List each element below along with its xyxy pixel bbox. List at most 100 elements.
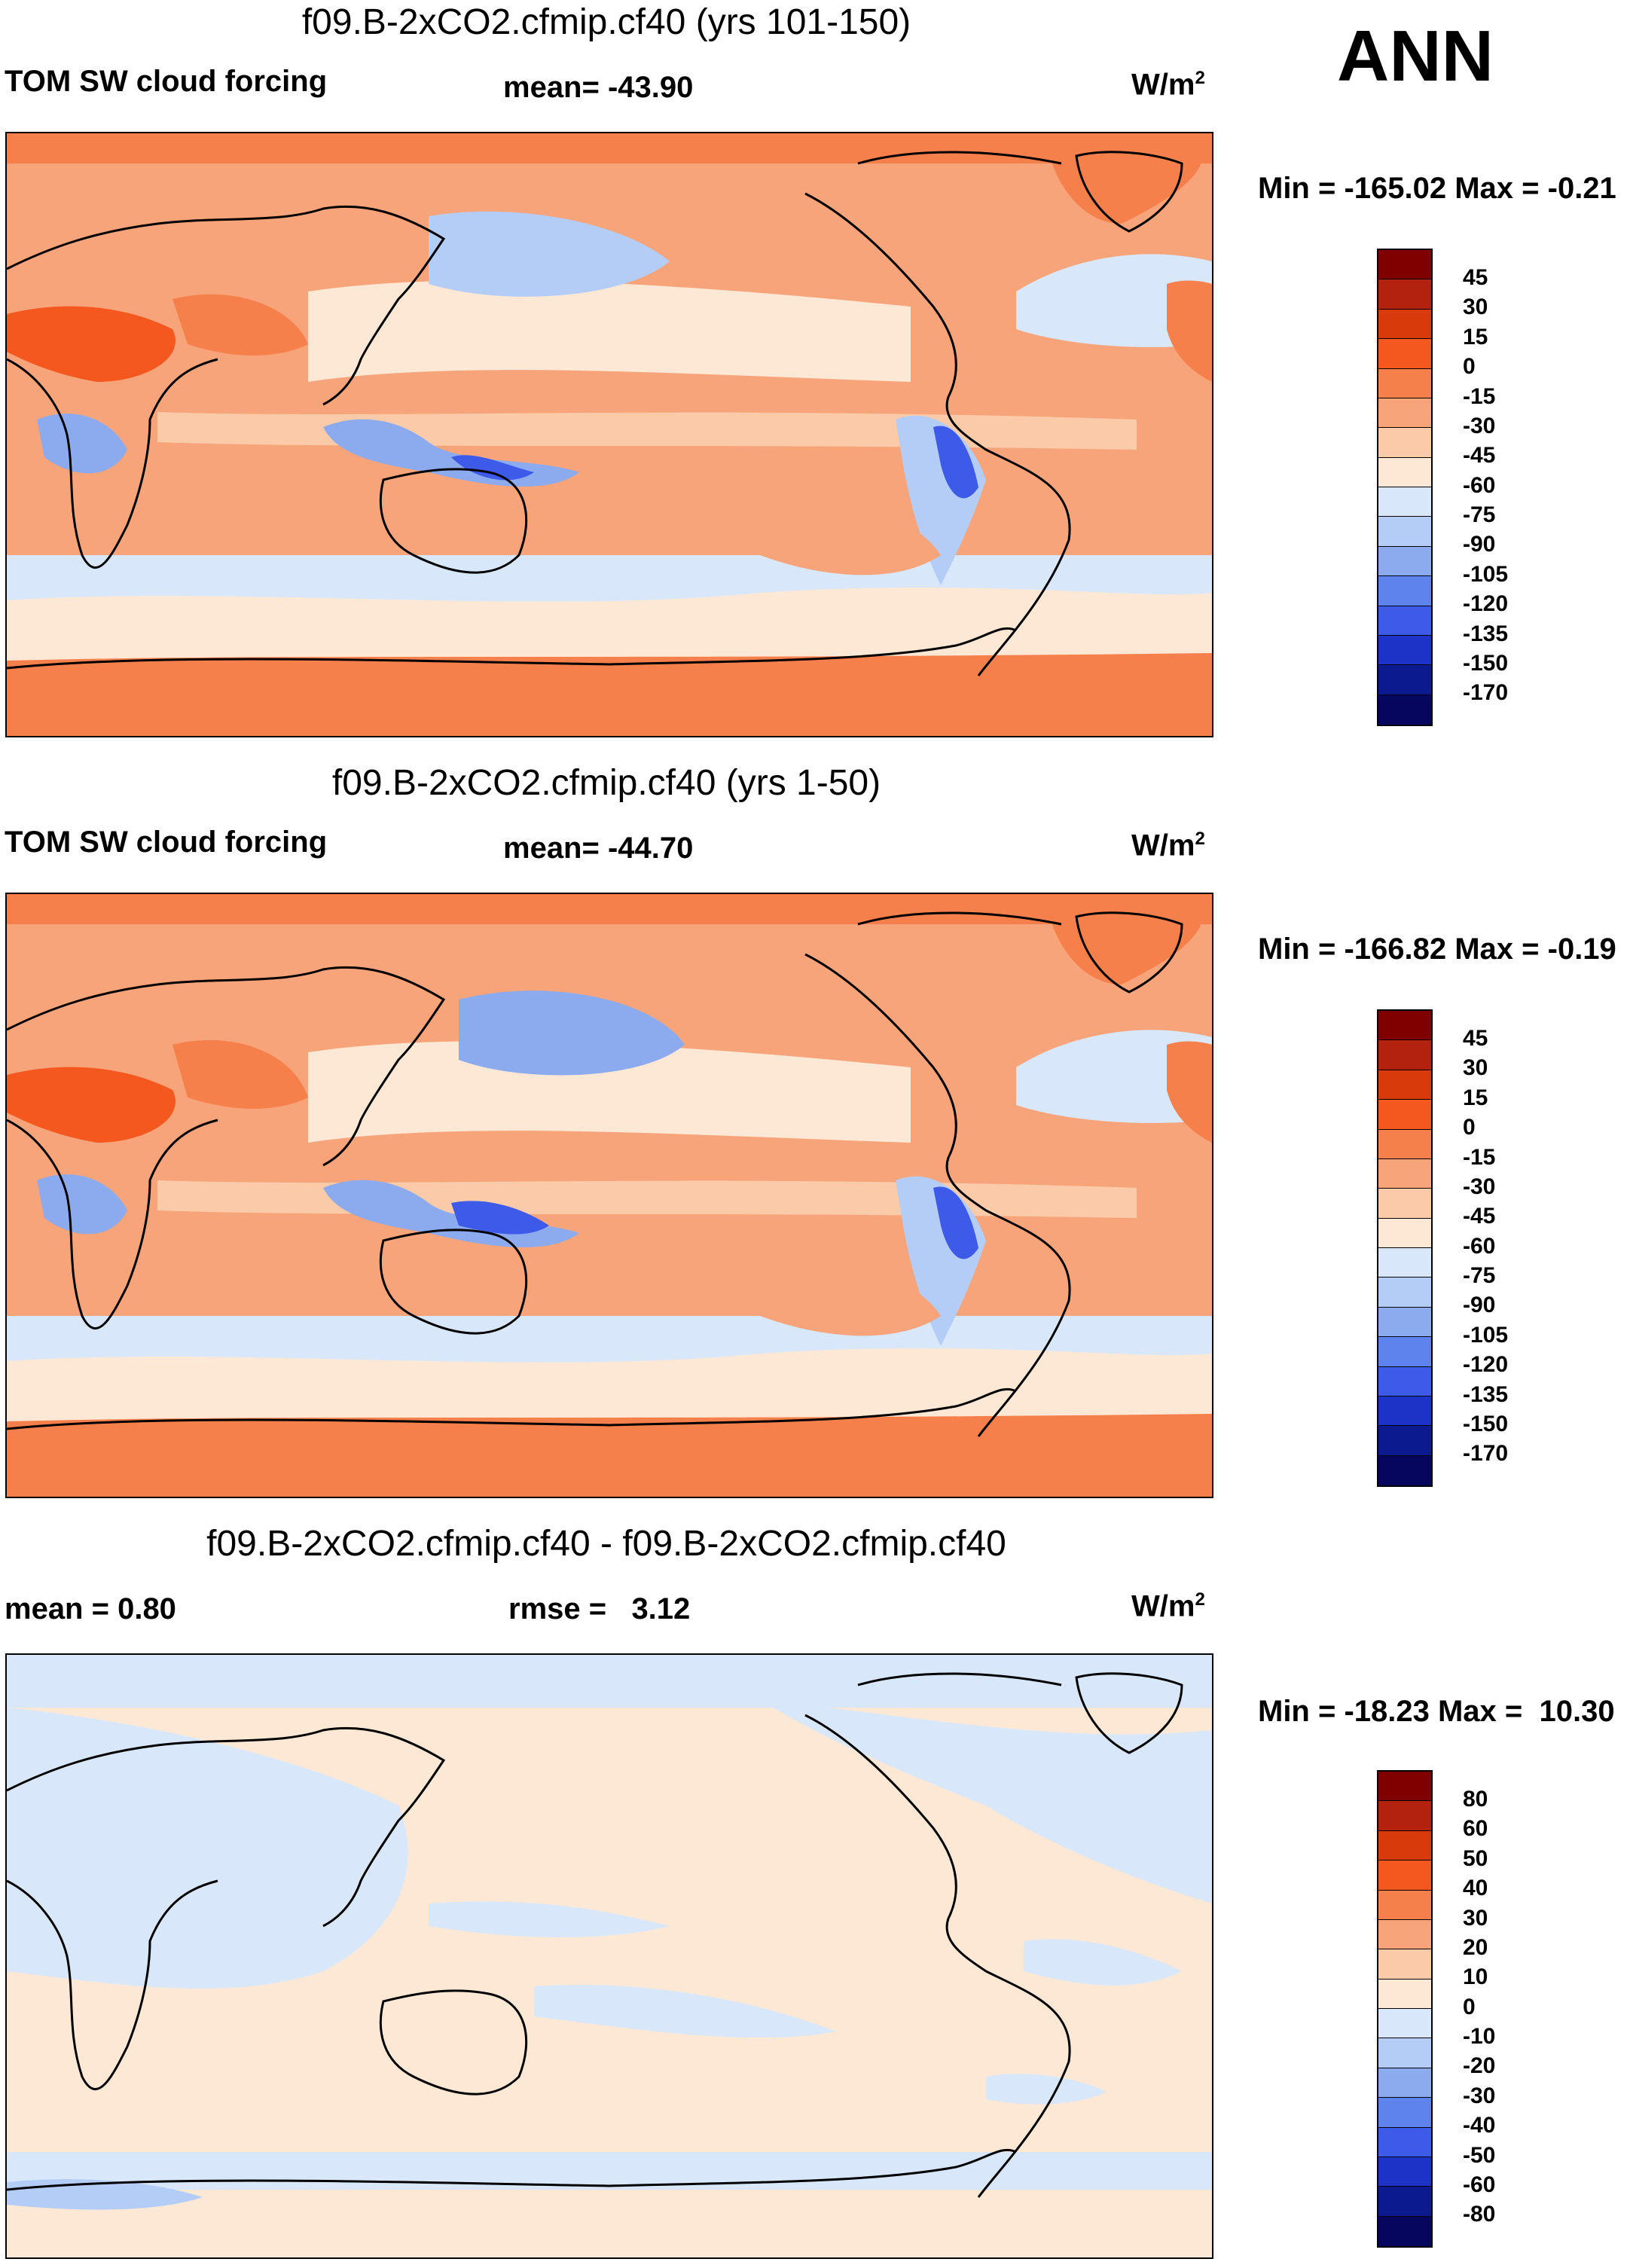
panel2-title: f09.B-2xCO2.cfmip.cf40 (yrs 1-50) bbox=[331, 763, 881, 803]
cbar3-swatch bbox=[1378, 1919, 1431, 1950]
cbar1-swatch bbox=[1378, 309, 1431, 340]
panel1-mean-text: mean= -43.90 bbox=[503, 71, 694, 104]
cbar2-swatch bbox=[1378, 1426, 1431, 1456]
cbar3-swatch bbox=[1378, 1890, 1431, 1920]
panel2-map-svg bbox=[7, 894, 1212, 1497]
panel3-title: f09.B-2xCO2.cfmip.cf40 - f09.B-2xCO2.cfm… bbox=[206, 1524, 1006, 1564]
cbar2-tick-label: -150 bbox=[1463, 1412, 1509, 1436]
cbar2-swatch bbox=[1378, 1277, 1431, 1308]
cbar1-tick-label: -75 bbox=[1463, 502, 1496, 527]
cbar3-tick-label: 10 bbox=[1463, 1964, 1488, 1989]
cbar2-swatch bbox=[1378, 1455, 1431, 1485]
cbar1-swatch bbox=[1378, 279, 1431, 310]
cbar2-swatch bbox=[1378, 1218, 1431, 1248]
cbar3-swatch bbox=[1378, 2038, 1431, 2068]
season-label: ANN bbox=[1337, 16, 1494, 96]
cbar2-tick-label: -75 bbox=[1463, 1263, 1496, 1288]
cbar2-tick-label: -135 bbox=[1463, 1382, 1509, 1407]
cbar3-swatch bbox=[1378, 1801, 1431, 1831]
cbar2-swatch bbox=[1378, 1366, 1431, 1397]
cbar2-tick-label: 0 bbox=[1463, 1115, 1476, 1140]
cbar2-tick-label: -105 bbox=[1463, 1323, 1509, 1348]
panel2-minmax: Min = -166.82 Max = -0.19 bbox=[1258, 933, 1616, 966]
cbar3-swatch bbox=[1378, 2127, 1431, 2157]
cbar3-swatch bbox=[1378, 1772, 1431, 1802]
cbar3-swatch bbox=[1378, 2187, 1431, 2217]
cbar1-swatch bbox=[1378, 694, 1431, 725]
panel2-field-label: TOM SW cloud forcing bbox=[5, 826, 328, 859]
panel1-units: W/m2 bbox=[1131, 68, 1205, 102]
cbar2-swatch bbox=[1378, 1011, 1431, 1041]
panel3-units: W/m2 bbox=[1131, 1589, 1205, 1623]
cbar1-tick-label: -15 bbox=[1463, 384, 1496, 409]
cbar1-tick-label: 0 bbox=[1463, 354, 1476, 379]
cbar2-swatch bbox=[1378, 1396, 1431, 1427]
cbar2-swatch bbox=[1378, 1189, 1431, 1219]
cbar2-tick-label: 45 bbox=[1463, 1026, 1488, 1051]
cbar1-tick-label: -170 bbox=[1463, 680, 1509, 705]
cbar2-swatch bbox=[1378, 1248, 1431, 1278]
cbar3-tick-label: 50 bbox=[1463, 1846, 1488, 1871]
panel1-map bbox=[5, 132, 1213, 737]
panel3-map bbox=[5, 1653, 1213, 2259]
cbar1-swatch bbox=[1378, 398, 1431, 429]
cbar1-tick-label: -30 bbox=[1463, 414, 1496, 438]
cbar3-tick-label: -60 bbox=[1463, 2172, 1496, 2197]
panel3-mean-text: mean = 0.80 bbox=[5, 1592, 176, 1625]
cbar3-tick-label: 80 bbox=[1463, 1787, 1488, 1812]
cbar1-swatch bbox=[1378, 517, 1431, 547]
panel2-map bbox=[5, 893, 1213, 1498]
cbar3-tick-label: -30 bbox=[1463, 2083, 1496, 2108]
cbar3-tick-label: -80 bbox=[1463, 2202, 1496, 2227]
cbar2-swatch bbox=[1378, 1307, 1431, 1338]
cbar1-tick-label: -60 bbox=[1463, 473, 1496, 498]
cbar2-swatch bbox=[1378, 1100, 1431, 1130]
cbar2-tick-label: -90 bbox=[1463, 1293, 1496, 1317]
panel2-mean-text: mean= -44.70 bbox=[503, 832, 694, 865]
cbar2-swatch bbox=[1378, 1070, 1431, 1100]
panel3-colorbar bbox=[1377, 1770, 1433, 2248]
panel1-minmax: Min = -165.02 Max = -0.21 bbox=[1258, 172, 1616, 205]
cbar1-tick-label: -105 bbox=[1463, 562, 1509, 587]
cbar3-swatch bbox=[1378, 1830, 1431, 1861]
cbar3-tick-label: 20 bbox=[1463, 1935, 1488, 1960]
panel3-rmse-text: rmse = 3.12 bbox=[508, 1592, 691, 1625]
cbar1-swatch bbox=[1378, 546, 1431, 577]
cbar3-swatch bbox=[1378, 2157, 1431, 2187]
cbar2-tick-label: -60 bbox=[1463, 1234, 1496, 1259]
cbar3-swatch bbox=[1378, 2098, 1431, 2128]
cbar3-tick-label: 40 bbox=[1463, 1876, 1488, 1900]
cbar3-tick-label: -40 bbox=[1463, 2113, 1496, 2138]
cbar1-tick-label: 15 bbox=[1463, 325, 1488, 350]
cbar1-swatch bbox=[1378, 606, 1431, 636]
cbar3-swatch bbox=[1378, 2216, 1431, 2246]
cbar2-tick-label: -45 bbox=[1463, 1204, 1496, 1229]
cbar3-swatch bbox=[1378, 1860, 1431, 1891]
cbar3-tick-label: 0 bbox=[1463, 1995, 1476, 2019]
cbar1-swatch bbox=[1378, 368, 1431, 398]
cbar3-swatch bbox=[1378, 2068, 1431, 2099]
cbar3-tick-label: 60 bbox=[1463, 1816, 1488, 1841]
panel1-map-svg bbox=[7, 133, 1212, 736]
cbar1-swatch bbox=[1378, 665, 1431, 695]
cbar2-tick-label: -120 bbox=[1463, 1352, 1509, 1377]
cbar1-swatch bbox=[1378, 428, 1431, 458]
panel2-colorbar bbox=[1377, 1009, 1433, 1487]
cbar1-swatch bbox=[1378, 576, 1431, 606]
cbar2-tick-label: -30 bbox=[1463, 1174, 1496, 1199]
cbar2-swatch bbox=[1378, 1129, 1431, 1159]
cbar2-tick-label: -170 bbox=[1463, 1441, 1509, 1466]
cbar3-tick-label: -10 bbox=[1463, 2024, 1496, 2049]
cbar3-swatch bbox=[1378, 1979, 1431, 2009]
cbar2-swatch bbox=[1378, 1337, 1431, 1367]
cbar3-tick-label: -50 bbox=[1463, 2143, 1496, 2168]
cbar1-swatch bbox=[1378, 250, 1431, 280]
cbar1-tick-label: -45 bbox=[1463, 443, 1496, 468]
cbar2-tick-label: 30 bbox=[1463, 1055, 1488, 1080]
cbar1-swatch bbox=[1378, 635, 1431, 666]
cbar1-tick-label: 45 bbox=[1463, 265, 1488, 290]
panel2-units: W/m2 bbox=[1131, 829, 1205, 862]
cbar3-swatch bbox=[1378, 1949, 1431, 1980]
cbar1-swatch bbox=[1378, 339, 1431, 369]
panel3-map-svg bbox=[7, 1655, 1212, 2257]
